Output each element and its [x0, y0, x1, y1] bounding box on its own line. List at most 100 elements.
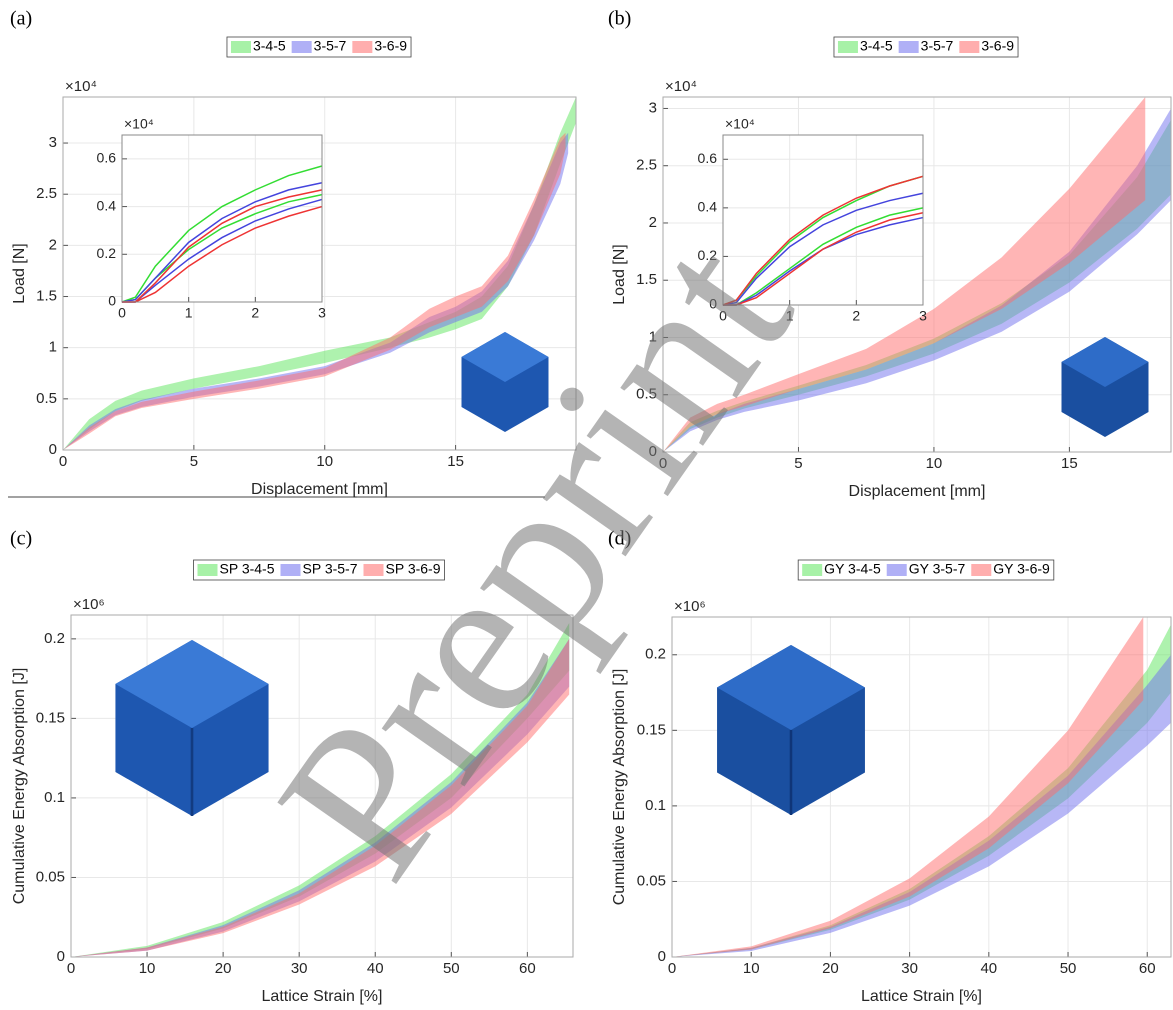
legend-swatch	[291, 41, 312, 53]
x-tick-label: 60	[519, 960, 536, 977]
legend-swatch	[352, 41, 373, 53]
x-axis-label: Lattice Strain [%]	[861, 988, 982, 1005]
y-tick-label: 0.05	[637, 872, 666, 889]
y-axis-label: Load [N]	[611, 244, 628, 304]
y-tick-label: 0.6	[97, 150, 117, 166]
x-tick-label: 10	[316, 453, 333, 470]
legend: SP 3-4-5 SP 3-5-7 SP 3-6-9	[193, 559, 445, 581]
x-tick-label: 2	[852, 308, 860, 324]
y-tick-label: 2	[49, 236, 57, 253]
y-tick-label: 0	[57, 948, 65, 965]
panel-label: (c)	[10, 528, 32, 550]
legend-swatch	[959, 41, 980, 53]
axis-exponent: ×10⁶	[674, 598, 706, 615]
axes-frame	[671, 616, 1172, 958]
axes-frame	[70, 614, 574, 958]
x-tick-label: 10	[743, 960, 760, 977]
axes-frame	[722, 134, 924, 306]
x-tick-label: 50	[1060, 960, 1077, 977]
lattice-images	[115, 332, 1149, 816]
inset-line	[121, 165, 323, 303]
x-tick-label: 3	[919, 308, 927, 324]
x-tick-label: 0	[668, 960, 676, 977]
x-tick-label: 10	[926, 455, 943, 472]
x-tick-label: 0	[118, 305, 126, 321]
axes-frame	[62, 96, 577, 451]
legend-label: SP 3-5-7	[303, 561, 358, 577]
legend-label: SP 3-4-5	[220, 561, 275, 577]
y-tick-label: 0.1	[645, 797, 666, 814]
legend-swatch	[886, 564, 907, 576]
lattice-image	[461, 332, 549, 432]
lattice-image	[1061, 337, 1149, 437]
x-tick-label: 0	[67, 960, 75, 977]
legend-label: 3-5-7	[921, 38, 954, 54]
legend-swatch	[837, 41, 858, 53]
axes-frame	[121, 134, 323, 303]
legend-swatch	[802, 564, 823, 576]
y-tick-label: 3	[649, 99, 657, 116]
x-tick-label: 1	[185, 305, 193, 321]
y-tick-label: 0.6	[698, 150, 718, 166]
y-tick-label: 0.2	[645, 646, 666, 663]
legend: 3-4-5 3-5-7 3-6-9	[226, 36, 412, 58]
panel-label: (b)	[608, 8, 631, 30]
y-tick-label: 0.15	[36, 709, 65, 726]
panel-label: (a)	[10, 8, 32, 30]
y-tick-label: 1.5	[636, 271, 657, 288]
axis-exponent: ×10⁶	[73, 596, 105, 613]
inset-line	[722, 175, 924, 306]
inset-line	[122, 205, 323, 303]
legend-swatch	[230, 41, 251, 53]
lattice-image	[717, 645, 865, 816]
band	[663, 97, 1146, 452]
panel: (c) 0 10 20 30 40 50 60 0 0.05 0.1 0.15 0.2 ×10⁶ Latti…	[10, 528, 574, 1005]
band	[71, 638, 570, 957]
legend: GY 3-4-5 GY 3-5-7 GY 3-6-9	[797, 559, 1055, 581]
y-tick-label: 0	[649, 443, 657, 460]
y-tick-label: 0.2	[97, 245, 117, 261]
x-tick-label: 5	[794, 455, 802, 472]
y-axis-label: Load [N]	[11, 243, 28, 303]
y-tick-label: 0.1	[44, 789, 65, 806]
inset: 0 1 2 3 0 0.2 0.4 0.6 ×10⁴	[698, 116, 928, 324]
lattice-image	[115, 640, 269, 816]
panel-label: (d)	[608, 528, 631, 550]
inset-line	[722, 192, 924, 306]
x-tick-label: 3	[318, 305, 326, 321]
legend-label: 3-5-7	[314, 38, 347, 54]
y-tick-label: 2	[649, 214, 657, 231]
x-tick-label: 40	[980, 960, 997, 977]
legend-label: 3-4-5	[253, 38, 286, 54]
inset-line	[723, 211, 924, 306]
band	[672, 654, 1171, 957]
y-tick-label: 0	[658, 948, 666, 965]
x-tick-label: 60	[1139, 960, 1156, 977]
legend-label: 3-6-9	[374, 38, 407, 54]
x-tick-label: 30	[901, 960, 918, 977]
x-tick-label: 0	[59, 453, 67, 470]
y-tick-label: 0	[108, 293, 116, 309]
y-axis-label: Cumulative Energy Absorption [J]	[611, 669, 628, 906]
legend-swatch	[363, 564, 384, 576]
x-tick-label: 30	[291, 960, 308, 977]
y-tick-label: 1	[49, 339, 57, 356]
legend-swatch	[898, 41, 919, 53]
x-axis-label: Displacement [mm]	[251, 481, 388, 498]
y-tick-label: 0.4	[97, 197, 117, 213]
x-tick-label: 20	[215, 960, 232, 977]
x-tick-label: 50	[443, 960, 460, 977]
band	[663, 108, 1171, 453]
y-tick-label: 0.05	[36, 868, 65, 885]
x-axis-label: Lattice Strain [%]	[262, 988, 383, 1005]
legend-swatch	[197, 564, 218, 576]
axes-frame	[662, 96, 1172, 453]
y-tick-label: 0.5	[636, 386, 657, 403]
x-tick-label: 10	[139, 960, 156, 977]
axis-exponent: ×10⁴	[65, 78, 97, 95]
x-axis-label: Displacement [mm]	[849, 483, 986, 500]
axis-exponent: ×10⁴	[725, 116, 755, 132]
inset-line	[122, 189, 323, 303]
y-tick-label: 0.4	[698, 199, 718, 215]
